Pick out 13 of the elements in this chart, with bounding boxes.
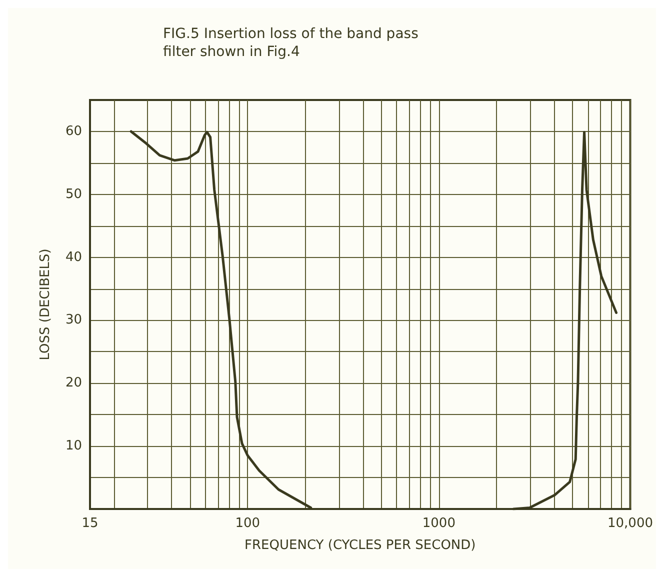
y-tick-label: 30 bbox=[65, 312, 82, 328]
x-tick-label: 15 bbox=[82, 516, 98, 531]
x-tick-label: 100 bbox=[235, 516, 260, 531]
y-tick-label: 10 bbox=[65, 438, 82, 454]
x-tick-label: 10,000 bbox=[608, 516, 654, 531]
y-axis-title: LOSS (DECIBELS) bbox=[38, 248, 53, 360]
y-tick-label: 20 bbox=[65, 376, 82, 391]
y-tick-label: 40 bbox=[65, 250, 82, 265]
y-tick-label: 50 bbox=[65, 186, 82, 202]
chart-title: FIG.5 Insertion loss of the band pass filter shown in Fig.4 bbox=[163, 26, 418, 60]
x-tick-label: 1000 bbox=[422, 516, 456, 531]
y-tick-label: 60 bbox=[65, 124, 82, 139]
x-axis-title: FREQUENCY (CYCLES PER SECOND) bbox=[244, 538, 476, 553]
